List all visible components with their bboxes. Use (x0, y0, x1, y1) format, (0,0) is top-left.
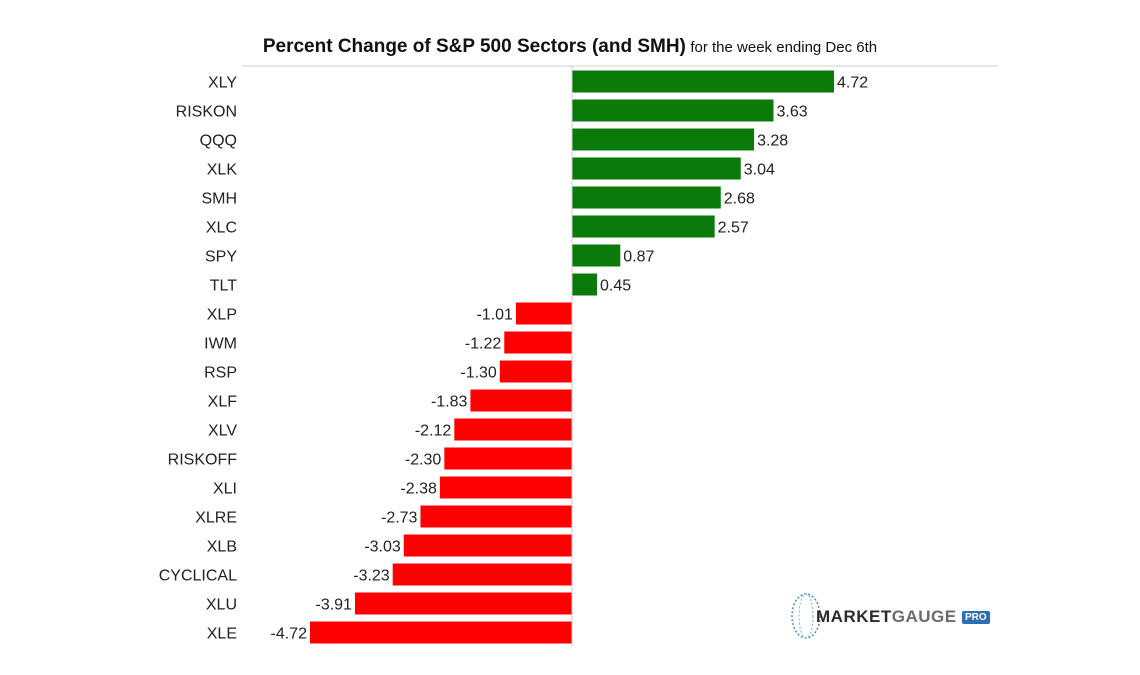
category-label-rsp: RSP (204, 365, 237, 382)
value-label-riskon: 3.63 (776, 104, 807, 121)
bar-xlv (454, 418, 572, 441)
bar-riskon (572, 99, 774, 122)
value-label-xlb: -3.03 (364, 539, 401, 556)
bar-xlk (572, 157, 741, 180)
bar-xlc (572, 215, 715, 238)
bar-riskoff (444, 447, 572, 470)
bar-xlre (420, 505, 572, 528)
value-label-iwm: -1.22 (465, 336, 502, 353)
category-label-xlf: XLF (208, 394, 238, 411)
category-label-xlv: XLV (208, 423, 237, 440)
bar-xle (310, 621, 572, 644)
value-label-xlc: 2.57 (718, 220, 749, 237)
value-label-xlre: -2.73 (381, 510, 418, 527)
category-label-cyclical: CYCLICAL (159, 568, 237, 585)
chart-title-main: Percent Change of S&P 500 Sectors (and S… (262, 36, 686, 57)
category-label-xlp: XLP (207, 307, 237, 324)
category-label-smh: SMH (201, 191, 237, 208)
bar-cyclical (392, 563, 572, 586)
value-label-riskoff: -2.30 (405, 452, 442, 469)
bar-xlp (515, 302, 572, 325)
category-label-riskoff: RISKOFF (168, 452, 238, 469)
value-label-xlk: 3.04 (744, 162, 775, 179)
category-label-qqq: QQQ (200, 133, 237, 150)
category-label-xli: XLI (213, 481, 237, 498)
bar-xlu (354, 592, 572, 615)
logo-badge: PRO (962, 611, 990, 624)
logo-brand-dark: MARKET (816, 607, 892, 626)
logo-brand: MARKETGAUGE (816, 607, 957, 627)
category-label-xlb: XLB (207, 539, 237, 556)
labels-group: XLY 4.72 RISKON 3.63 QQQ 3.28 XLK 3.04 SMH 2.68 XL… (159, 75, 868, 643)
category-label-xlk: XLK (207, 162, 238, 179)
value-label-xlu: -3.91 (315, 597, 352, 614)
bar-xli (439, 476, 572, 499)
bar-xly (572, 70, 834, 93)
bar-qqq (572, 128, 755, 151)
value-label-qqq: 3.28 (757, 133, 788, 150)
category-label-xlc: XLC (206, 220, 237, 237)
marketgauge-logo: MARKETGAUGE PRO (790, 586, 1000, 646)
chart-title: Percent Change of S&P 500 Sectors (and S… (0, 36, 1140, 58)
category-label-iwm: IWM (204, 336, 237, 353)
category-label-xlre: XLRE (195, 510, 237, 527)
value-label-smh: 2.68 (724, 191, 755, 208)
category-label-xlu: XLU (206, 597, 237, 614)
value-label-xle: -4.72 (271, 626, 308, 643)
value-label-xlf: -1.83 (431, 394, 468, 411)
logo-brand-light: GAUGE (891, 607, 957, 626)
value-label-spy: 0.87 (623, 249, 654, 266)
value-label-xlv: -2.12 (415, 423, 452, 440)
bar-iwm (504, 331, 572, 354)
category-label-xly: XLY (208, 75, 237, 92)
bar-smh (572, 186, 721, 209)
bar-tlt (572, 273, 597, 296)
value-label-cyclical: -3.23 (353, 568, 390, 585)
value-label-xlp: -1.01 (476, 307, 513, 324)
value-label-tlt: 0.45 (600, 278, 631, 295)
value-label-rsp: -1.30 (460, 365, 497, 382)
value-label-xly: 4.72 (837, 75, 868, 92)
category-label-spy: SPY (205, 249, 237, 266)
bar-xlf (470, 389, 572, 412)
bar-spy (572, 244, 621, 267)
bar-rsp (499, 360, 572, 383)
value-label-xli: -2.38 (400, 481, 437, 498)
category-label-riskon: RISKON (176, 104, 237, 121)
category-label-tlt: TLT (210, 278, 237, 295)
globe-icon (791, 593, 821, 639)
bar-xlb (403, 534, 572, 557)
chart-subtitle: for the week ending Dec 6th (690, 39, 878, 56)
category-label-xle: XLE (207, 626, 237, 643)
bars-group (310, 70, 834, 644)
